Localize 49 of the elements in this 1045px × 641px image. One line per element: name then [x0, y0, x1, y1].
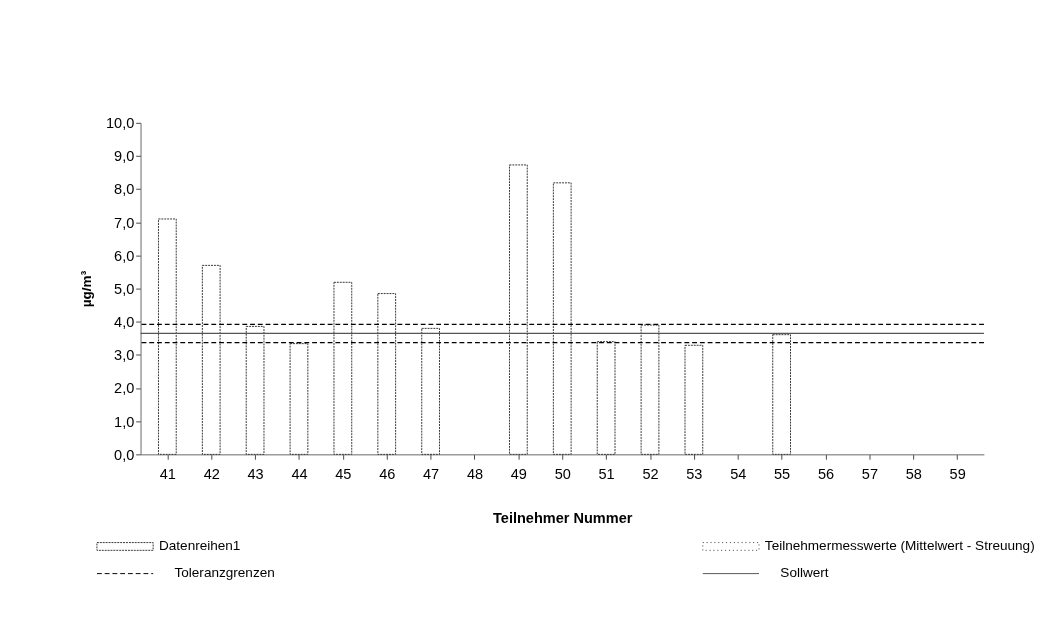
y-tick-label: 2,0: [114, 380, 135, 397]
bar: [509, 164, 528, 455]
y-tick-label: 6,0: [114, 247, 135, 264]
x-tick-label: 44: [291, 466, 308, 483]
x-tick-label: 56: [817, 466, 835, 483]
x-tick-label: 51: [598, 466, 615, 483]
bar: [245, 325, 265, 455]
legend-label: Datenreihen1: [158, 538, 241, 554]
bar: [552, 182, 572, 455]
bar: [157, 218, 177, 455]
legend-label: Sollwert: [780, 565, 829, 581]
x-tick-label: 59: [949, 466, 966, 483]
x-tick-label: 54: [730, 466, 747, 483]
x-tick-label: 47: [423, 466, 440, 483]
x-tick-label: 55: [774, 466, 791, 483]
x-tick-label: 50: [554, 466, 571, 483]
legend-label: Teilnehmermesswerte (Mittelwert - Streuung): [764, 538, 1035, 554]
x-tick-label: 45: [335, 466, 352, 483]
bar: [684, 344, 704, 455]
y-tick-label: 8,0: [114, 181, 135, 198]
x-axis-title: Teilnehmer Nummer: [493, 509, 633, 526]
bar: [772, 334, 791, 455]
x-tick-label: 43: [247, 466, 264, 483]
x-tick-label: 49: [510, 466, 527, 483]
x-tick-label: 57: [861, 466, 878, 483]
x-tick-label: 53: [686, 466, 703, 483]
y-axis-title: µg/m³: [79, 270, 95, 308]
y-tick-label: 5,0: [114, 280, 135, 297]
bar: [421, 327, 440, 455]
bar: [201, 264, 221, 455]
bar: [596, 341, 616, 455]
x-tick-label: 48: [466, 466, 484, 483]
y-tick-label: 0,0: [114, 446, 135, 463]
bar: [640, 324, 660, 455]
y-tick-label: 3,0: [114, 347, 135, 364]
x-tick-label: 42: [203, 466, 220, 483]
y-tick-label: 4,0: [114, 314, 135, 331]
legend-label: Toleranzgrenzen: [174, 565, 275, 581]
y-tick-label: 10,0: [105, 115, 135, 132]
bar: [289, 343, 309, 455]
y-tick-label: 7,0: [114, 214, 135, 231]
bar: [377, 293, 397, 455]
x-tick-label: 41: [159, 466, 176, 483]
y-tick-label: 1,0: [114, 413, 135, 430]
x-tick-label: 46: [379, 466, 396, 483]
x-tick-label: 58: [905, 466, 922, 483]
y-tick-label: 9,0: [114, 148, 135, 165]
bar: [333, 281, 353, 455]
x-tick-label: 52: [642, 466, 659, 483]
